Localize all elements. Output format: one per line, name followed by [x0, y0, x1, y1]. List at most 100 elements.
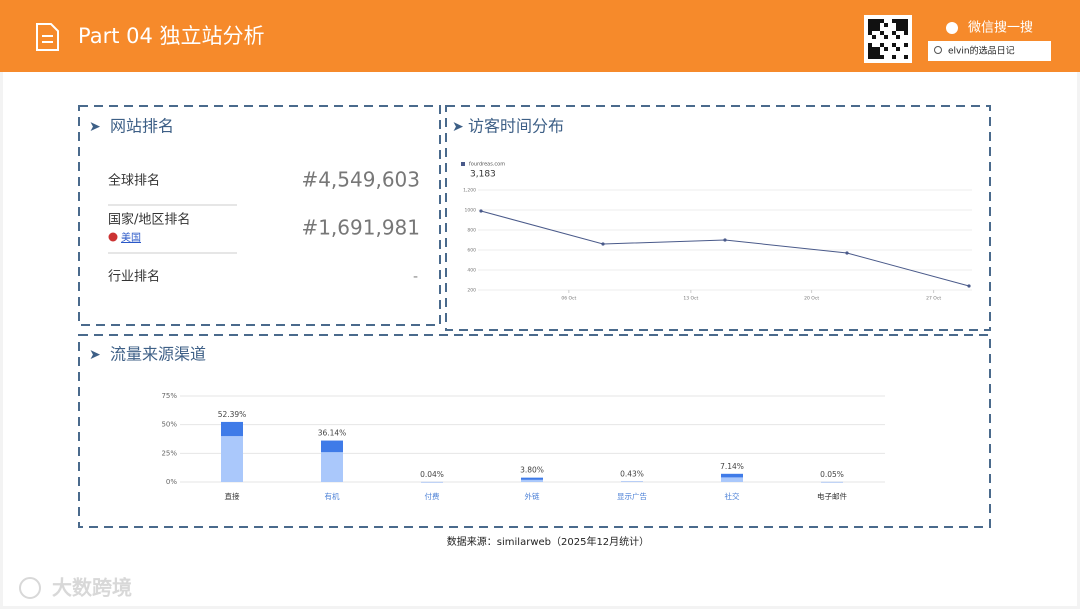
qr-cell	[868, 47, 872, 51]
qr-cell	[880, 43, 884, 47]
page	[3, 3, 1077, 606]
qr-cell	[904, 19, 908, 23]
x-tick-label: 20 Oct	[804, 296, 819, 302]
traffic-title: 流量来源渠道	[110, 345, 206, 364]
y-tick-label: 800	[467, 228, 476, 234]
flag	[109, 233, 118, 242]
value-label: 52.39%	[218, 410, 247, 419]
rank-value: #4,549,603	[301, 168, 420, 192]
country-link[interactable]: 美国	[121, 231, 141, 244]
qr-cell	[868, 51, 872, 55]
x-tick-label: 有机	[325, 491, 340, 501]
x-tick-label: 外链	[525, 491, 540, 501]
search-text: elvin的选品日记	[948, 45, 1015, 57]
bar-segment	[321, 441, 343, 453]
qr-cell	[872, 19, 876, 23]
x-tick-label: 社交	[725, 491, 740, 501]
y-tick-label: 25%	[161, 449, 177, 457]
qr-cell	[868, 31, 872, 35]
qr-cell	[904, 31, 908, 35]
x-tick-label: 13 Oct	[683, 296, 698, 302]
qr-cell	[892, 19, 896, 23]
qr-cell	[884, 23, 888, 27]
legend-swatch	[461, 162, 465, 166]
value-label: 0.04%	[420, 470, 444, 479]
bar-segment	[721, 474, 743, 478]
rank-label: 国家/地区排名	[108, 212, 190, 228]
y-tick-label: 400	[467, 268, 476, 274]
point	[479, 209, 482, 212]
value-label: 0.05%	[820, 470, 844, 479]
qr-cell	[868, 23, 872, 27]
bar-segment	[721, 477, 743, 482]
qr-cell	[872, 55, 876, 59]
y-tick-label: 1000	[465, 208, 477, 214]
qr-cell	[876, 23, 880, 27]
wechat-icon	[946, 22, 958, 34]
qr-cell	[896, 35, 900, 39]
qr-cell	[876, 51, 880, 55]
legend-label: fourdreas.com	[469, 162, 505, 168]
qr-cell	[904, 55, 908, 59]
qr-cell	[880, 31, 884, 35]
qr-cell	[892, 55, 896, 59]
x-tick-label: 27 Oct	[926, 296, 941, 302]
qr-cell	[872, 47, 876, 51]
qr-cell	[868, 55, 872, 59]
qr-cell	[880, 19, 884, 23]
qr-cell	[872, 35, 876, 39]
watermark: 大数跨境	[52, 576, 132, 600]
y-tick-label: 50%	[161, 421, 177, 429]
qr-cell	[896, 47, 900, 51]
x-tick-label: 06 Oct	[561, 296, 576, 302]
rank-label: 行业排名	[108, 269, 160, 285]
bar-segment	[521, 478, 543, 480]
qr-cell	[868, 43, 872, 47]
qr-cell	[876, 27, 880, 31]
rank-value: #1,691,981	[301, 216, 420, 240]
qr-cell	[904, 27, 908, 31]
qr-cell	[896, 23, 900, 27]
qr-cell	[896, 19, 900, 23]
y-tick-label: 200	[467, 288, 476, 294]
bullet: ➤	[89, 347, 101, 363]
rank-value: -	[413, 269, 418, 285]
bullet: ➤	[452, 119, 464, 135]
qr-cell	[872, 23, 876, 27]
total-label: 3,183	[470, 170, 496, 180]
ranking-title: 网站排名	[110, 117, 174, 136]
qr-cell	[868, 27, 872, 31]
qr-cell	[904, 43, 908, 47]
bullet: ➤	[89, 119, 101, 135]
qr-cell	[876, 55, 880, 59]
y-tick-label: 75%	[161, 392, 177, 400]
bar-segment	[221, 436, 243, 482]
value-label: 36.14%	[318, 429, 347, 438]
point	[967, 284, 970, 287]
qr-cell	[892, 43, 896, 47]
point	[845, 251, 848, 254]
x-tick-label: 显示广告	[617, 491, 647, 501]
header-title: Part 04 独立站分析	[78, 24, 265, 48]
qr-cell	[876, 47, 880, 51]
qr-cell	[872, 51, 876, 55]
source: 数据来源：similarweb（2025年12月统计）	[447, 535, 649, 548]
qr-cell	[884, 47, 888, 51]
qr-cell	[884, 35, 888, 39]
point	[723, 238, 726, 241]
qr-cell	[880, 55, 884, 59]
qr-cell	[900, 23, 904, 27]
qr-cell	[904, 23, 908, 27]
qr-cell	[876, 19, 880, 23]
value-label: 0.43%	[620, 470, 644, 479]
qr-cell	[900, 19, 904, 23]
qr-cell	[868, 19, 872, 23]
x-tick-label: 直接	[225, 491, 240, 501]
wechat-label: 微信搜一搜	[968, 21, 1033, 36]
bar-segment	[521, 480, 543, 482]
qr-cell	[896, 27, 900, 31]
value-label: 7.14%	[720, 462, 744, 471]
x-tick-label: 电子邮件	[817, 491, 847, 501]
time-title: 访客时间分布	[468, 117, 564, 136]
